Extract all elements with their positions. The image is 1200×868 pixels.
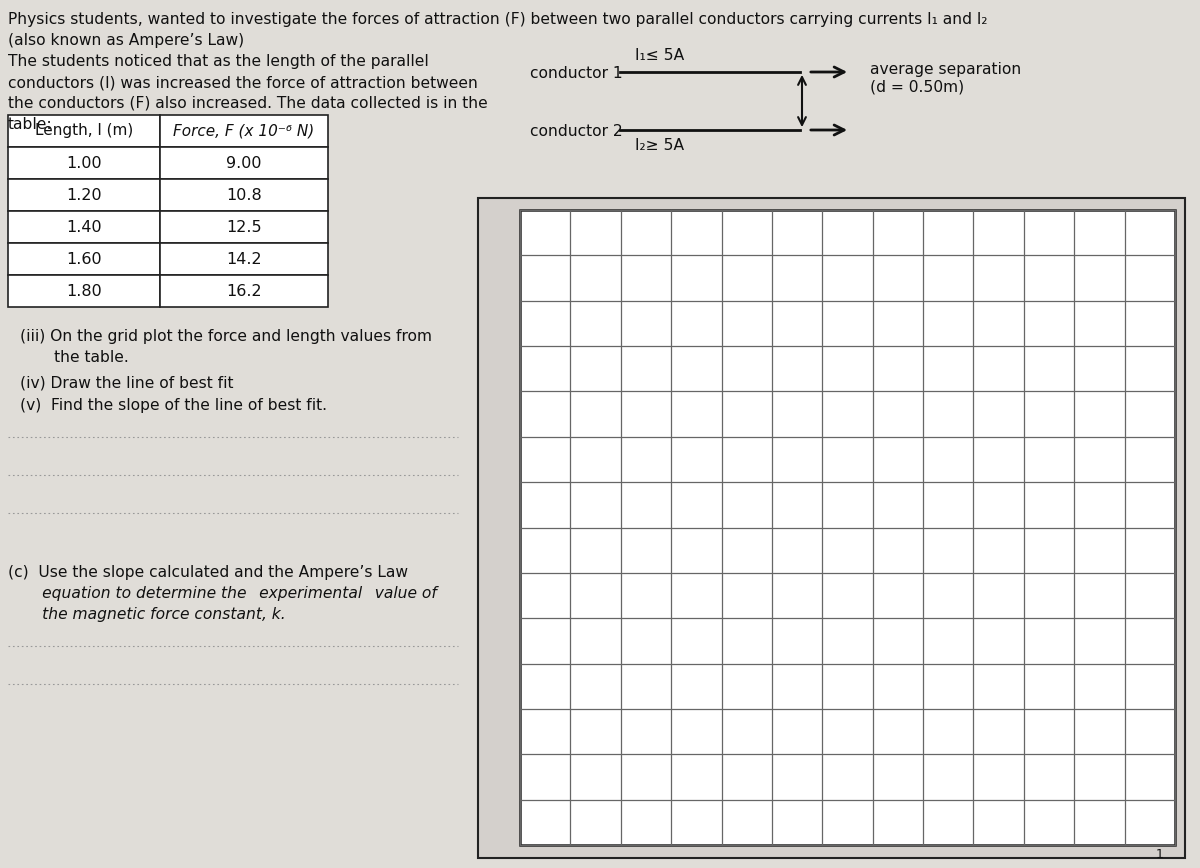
Text: conductors (l) was increased the force of attraction between: conductors (l) was increased the force o… <box>8 75 478 90</box>
Bar <box>160 275 328 307</box>
Text: (also known as Ampere’s Law): (also known as Ampere’s Law) <box>8 33 244 48</box>
Text: average separation: average separation <box>870 62 1021 77</box>
Text: (iv) Draw the line of best fit: (iv) Draw the line of best fit <box>20 375 234 390</box>
Text: Physics students, wanted to investigate the forces of attraction (F) between two: Physics students, wanted to investigate … <box>8 12 988 27</box>
Bar <box>160 211 328 243</box>
Text: 1.60: 1.60 <box>66 252 102 266</box>
Bar <box>8 275 160 307</box>
Bar <box>520 210 1175 845</box>
Text: 1.40: 1.40 <box>66 220 102 234</box>
Text: 14.2: 14.2 <box>226 252 262 266</box>
Bar <box>520 210 1175 845</box>
Bar <box>160 179 328 211</box>
Text: conductor 2: conductor 2 <box>530 124 623 140</box>
Text: 12.5: 12.5 <box>226 220 262 234</box>
Text: equation to determine the  experimental  value of: equation to determine the experimental v… <box>8 586 437 601</box>
Text: conductor 1: conductor 1 <box>530 67 623 82</box>
Text: 16.2: 16.2 <box>226 284 262 299</box>
Text: (iii) On the grid plot the force and length values from: (iii) On the grid plot the force and len… <box>20 329 432 344</box>
Text: table:: table: <box>8 117 53 132</box>
Bar <box>8 179 160 211</box>
Bar <box>8 243 160 275</box>
Bar <box>8 211 160 243</box>
Text: the table.: the table. <box>20 350 128 365</box>
Text: (d = 0.50m): (d = 0.50m) <box>870 79 964 94</box>
Bar <box>8 147 160 179</box>
Bar <box>160 243 328 275</box>
Text: I₂≥ 5A: I₂≥ 5A <box>635 138 684 153</box>
Text: The students noticed that as the length of the parallel: The students noticed that as the length … <box>8 54 428 69</box>
Text: 1.80: 1.80 <box>66 284 102 299</box>
Bar <box>160 147 328 179</box>
Text: 10.8: 10.8 <box>226 187 262 202</box>
Text: Force, F (x 10⁻⁶ N): Force, F (x 10⁻⁶ N) <box>173 123 314 139</box>
Text: 1.00: 1.00 <box>66 155 102 170</box>
Text: Length, l (m): Length, l (m) <box>35 123 133 139</box>
Text: (c)  Use the slope calculated and the Ampere’s Law: (c) Use the slope calculated and the Amp… <box>8 565 408 580</box>
Text: 9.00: 9.00 <box>227 155 262 170</box>
Text: (v)  Find the slope of the line of best fit.: (v) Find the slope of the line of best f… <box>20 398 326 413</box>
Text: the magnetic force constant, k.: the magnetic force constant, k. <box>8 607 286 622</box>
Text: 1.20: 1.20 <box>66 187 102 202</box>
Text: 1: 1 <box>1156 848 1164 861</box>
Bar <box>160 115 328 147</box>
Bar <box>8 115 160 147</box>
Text: I₁≤ 5A: I₁≤ 5A <box>635 48 684 63</box>
Text: the conductors (F) also increased. The data collected is in the: the conductors (F) also increased. The d… <box>8 96 487 111</box>
Bar <box>478 198 1186 858</box>
